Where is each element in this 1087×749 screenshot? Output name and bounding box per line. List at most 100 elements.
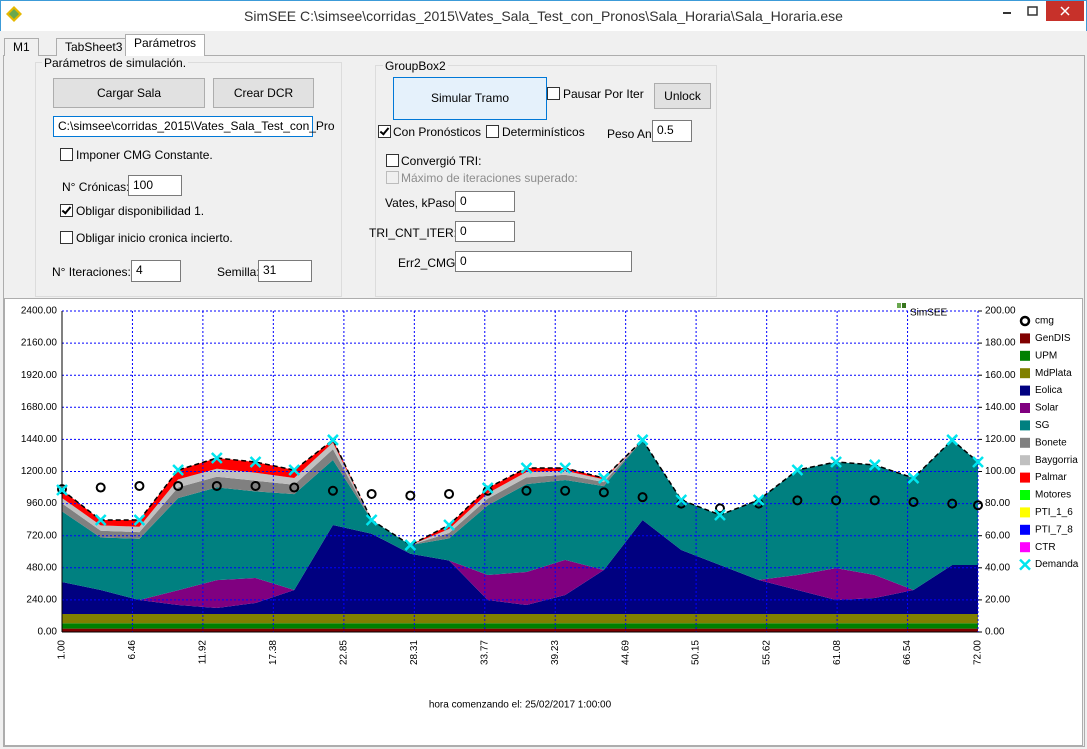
legend-swatch	[1020, 350, 1030, 361]
checkbox[interactable]	[547, 87, 560, 100]
button[interactable]: Simular Tramo	[393, 77, 547, 120]
tab-active[interactable]: Parámetros	[125, 34, 206, 56]
point-marker	[289, 482, 300, 493]
y2-tick-label: 160.00	[985, 370, 1016, 381]
point-marker	[637, 492, 648, 503]
point-marker	[597, 472, 610, 484]
number-input[interactable]: 0	[455, 191, 515, 212]
x-tick-label: 39.23	[550, 640, 561, 665]
number-input[interactable]: 100	[128, 175, 182, 196]
x-tick-label: 50.15	[691, 640, 702, 665]
checkbox-label: Pausar Por Iter	[563, 87, 644, 101]
text-input[interactable]: C:\simsee\corridas_2015\Vates_Sala_Test_…	[53, 116, 335, 137]
legend-label: Palmar	[1035, 472, 1067, 483]
field-label: N° Iteraciones:	[52, 265, 131, 279]
point-marker	[831, 495, 842, 506]
y2-tick-label: 200.00	[985, 306, 1016, 317]
field-label: N° Crónicas:	[62, 180, 130, 194]
legend-label: MdPlata	[1035, 368, 1072, 379]
point-marker	[973, 500, 983, 511]
field-label: Err2_CMG:	[398, 256, 459, 270]
y-tick-label: 1680.00	[21, 402, 58, 413]
stacked-area	[62, 520, 978, 614]
number-input[interactable]: 0.5	[652, 120, 692, 142]
checkbox-label: Máximo de iteraciones superado:	[401, 171, 578, 185]
x-tick-label: 17.38	[268, 640, 279, 665]
window-title: SimSEE C:\simsee\corridas_2015\Vates_Sal…	[244, 8, 843, 24]
checkbox-label: Obligar inicio cronica incierto.	[76, 231, 233, 245]
chart: 0.00 240.00 480.00 720.00 960.00 1200.00 1440.…	[4, 298, 1083, 746]
x-tick-label: 44.69	[620, 640, 631, 665]
checkbox[interactable]	[486, 125, 499, 138]
point-marker	[868, 459, 881, 471]
legend-swatch	[1020, 368, 1030, 379]
number-input[interactable]: 31	[258, 260, 312, 282]
button[interactable]: Unlock	[654, 83, 711, 109]
y2-tick-label: 40.00	[985, 562, 1010, 573]
legend-label: Baygorria	[1035, 455, 1078, 466]
legend-swatch	[1020, 420, 1030, 431]
checkbox-label: Imponer CMG Constante.	[76, 148, 213, 162]
legend-label: CTR	[1035, 542, 1056, 553]
point-marker	[365, 514, 378, 526]
legend-label: PTI_7_8	[1035, 524, 1073, 535]
y-tick-label: 1200.00	[21, 466, 58, 477]
y2-tick-label: 0.00	[985, 627, 1005, 638]
group-box	[375, 65, 717, 297]
text-input[interactable]: 0	[455, 251, 632, 272]
point-marker	[404, 539, 417, 551]
point-marker	[249, 456, 262, 468]
legend-label: UPM	[1035, 350, 1057, 361]
legend-swatch	[1020, 455, 1030, 466]
number-input[interactable]: 4	[131, 260, 181, 282]
checkbox[interactable]	[60, 204, 73, 217]
checkbox-label: Determinísticos	[502, 125, 585, 139]
point-marker	[173, 480, 184, 491]
checkbox[interactable]	[386, 154, 399, 167]
legend-label: PTI_1_6	[1035, 507, 1073, 518]
stacked-area	[62, 439, 978, 601]
y2-tick-label: 120.00	[985, 434, 1016, 445]
stacked-area	[62, 520, 978, 609]
number-input[interactable]: 0	[455, 221, 515, 242]
point-marker	[56, 484, 68, 496]
legend-label: SG	[1035, 420, 1050, 431]
y2-tick-label: 80.00	[985, 498, 1010, 509]
x-tick-label: 66.54	[902, 640, 913, 665]
group-title: GroupBox2	[383, 59, 448, 73]
point-marker	[172, 464, 184, 476]
checkbox-label: Obligar disponibilidad 1.	[76, 204, 205, 218]
tab[interactable]: TabSheet3	[56, 38, 132, 56]
x-tick-label: 55.62	[761, 640, 772, 665]
y2-tick-label: 20.00	[985, 595, 1010, 606]
checkbox[interactable]	[378, 125, 391, 138]
legend-swatch	[1020, 490, 1030, 500]
y2-tick-label: 180.00	[985, 338, 1016, 349]
legend-swatch	[1020, 472, 1030, 483]
button[interactable]: Cargar Sala	[53, 78, 205, 108]
x-tick-label: 28.31	[409, 640, 420, 665]
field-label: Vates, kPaso:	[385, 196, 459, 210]
point-marker	[327, 485, 338, 496]
point-marker	[908, 496, 919, 507]
point-marker	[481, 482, 494, 494]
checkbox-label: Convergió TRI:	[401, 154, 482, 168]
legend-swatch	[1020, 507, 1030, 518]
title-bar	[0, 0, 1087, 31]
tab[interactable]: M1	[4, 38, 39, 56]
stacked-area	[62, 623, 978, 629]
legend-swatch	[1019, 315, 1031, 327]
point-marker	[520, 462, 533, 474]
window-buttons[interactable]	[990, 1, 1085, 21]
checkbox[interactable]	[60, 231, 73, 244]
point-marker	[714, 503, 725, 514]
checkbox[interactable]	[60, 148, 73, 161]
point-marker	[598, 487, 609, 498]
point-marker	[946, 434, 959, 446]
y-tick-label: 960.00	[26, 498, 57, 509]
point-marker	[792, 495, 803, 506]
group-box	[35, 62, 342, 297]
x-tick-label: 33.77	[479, 640, 490, 665]
button[interactable]: Crear DCR	[213, 78, 314, 108]
point-marker	[830, 456, 842, 468]
